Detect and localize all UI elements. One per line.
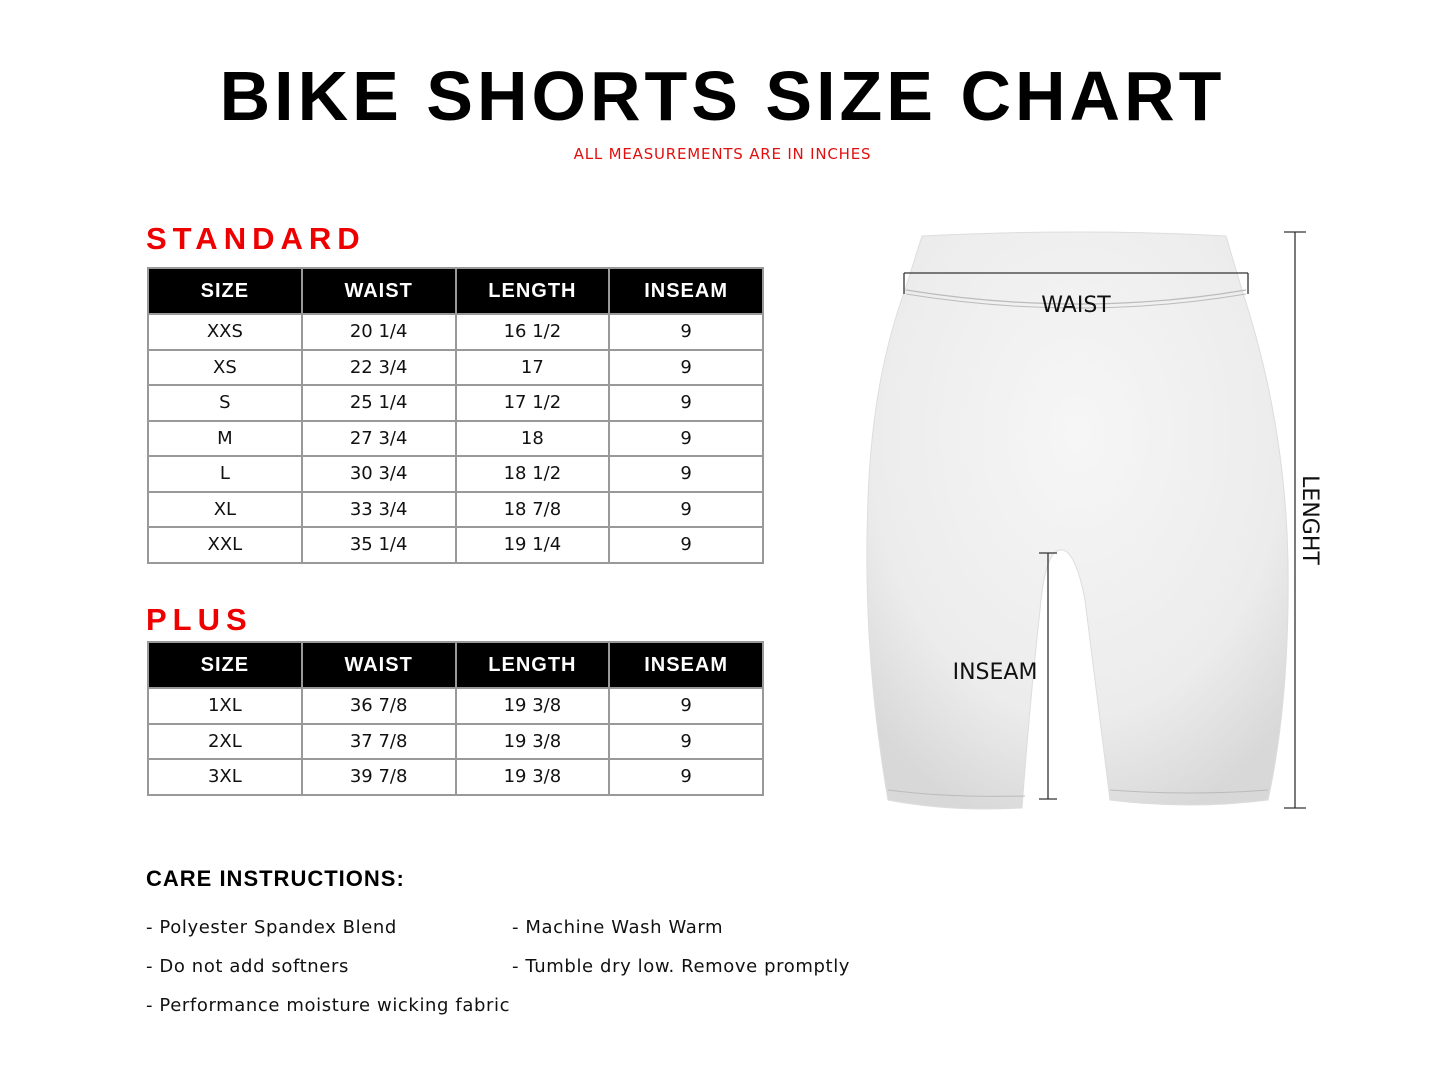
table-cell: L xyxy=(147,455,303,493)
table-row: 2XL 37 7/8 19 3/8 9 xyxy=(147,722,764,760)
length-label: LENGHT xyxy=(1297,475,1322,565)
table-cell: 39 7/8 xyxy=(300,758,457,796)
table-cell: 9 xyxy=(608,384,764,422)
table-cell: 36 7/8 xyxy=(300,687,457,725)
column-header: INSEAM xyxy=(608,267,764,315)
table-header-row: SIZE WAIST LENGTH INSEAM xyxy=(147,641,764,689)
standard-size-table: SIZE WAIST LENGTH INSEAM XXS 20 1/4 16 1/2 9 XS 2… xyxy=(147,267,764,564)
table-row: 3XL 39 7/8 19 3/8 9 xyxy=(147,758,764,796)
table-row: S 25 1/4 17 1/2 9 xyxy=(147,384,764,422)
shorts-illustration xyxy=(866,231,1289,810)
plus-size-table: SIZE WAIST LENGTH INSEAM 1XL 36 7/8 19 3/8 9 2XL… xyxy=(147,641,764,796)
table-cell: 33 3/4 xyxy=(300,490,457,528)
table-cell: 16 1/2 xyxy=(454,313,611,351)
table-cell: 20 1/4 xyxy=(300,313,457,351)
table-cell: 9 xyxy=(608,490,764,528)
hem-seam xyxy=(887,789,1269,797)
table-row: XXL 35 1/4 19 1/4 9 xyxy=(147,526,764,564)
care-item: - Machine Wash Warm xyxy=(512,917,724,938)
column-header: LENGTH xyxy=(454,641,611,689)
column-header: WAIST xyxy=(300,641,457,689)
table-cell: 3XL xyxy=(147,758,303,796)
table-cell: 18 1/2 xyxy=(454,455,611,493)
table-cell: 2XL xyxy=(147,722,303,760)
table-cell: M xyxy=(147,419,303,457)
table-cell: 9 xyxy=(608,419,764,457)
table-cell: XL xyxy=(147,490,303,528)
table-cell: 35 1/4 xyxy=(300,526,457,564)
column-header: SIZE xyxy=(147,267,303,315)
waistband-seam xyxy=(905,293,1247,309)
column-header: INSEAM xyxy=(608,641,764,689)
table-cell: 9 xyxy=(608,455,764,493)
page-title: BIKE SHORTS SIZE CHART xyxy=(219,57,1226,135)
table-cell: 19 3/8 xyxy=(454,687,611,725)
table-cell: 22 3/4 xyxy=(300,348,457,386)
table-cell: XS xyxy=(147,348,303,386)
table-row: 1XL 36 7/8 19 3/8 9 xyxy=(147,687,764,725)
table-header-row: SIZE WAIST LENGTH INSEAM xyxy=(147,267,764,315)
column-header: LENGTH xyxy=(454,267,611,315)
table-cell: 27 3/4 xyxy=(300,419,457,457)
table-cell: XXL xyxy=(147,526,303,564)
table-cell: 9 xyxy=(608,722,764,760)
plus-heading: PLUS xyxy=(146,602,253,637)
table-cell: 19 3/8 xyxy=(454,722,611,760)
care-item: - Performance moisture wicking fabric xyxy=(146,995,511,1016)
table-cell: 9 xyxy=(608,348,764,386)
care-item: - Do not add softners xyxy=(146,956,349,977)
care-heading: CARE INSTRUCTIONS: xyxy=(146,866,405,891)
waist-label: WAIST xyxy=(1041,293,1111,318)
care-item: - Tumble dry low. Remove promptly xyxy=(512,956,851,977)
table-cell: XXS xyxy=(147,313,303,351)
measure-lines xyxy=(903,231,1306,809)
table-cell: S xyxy=(147,384,303,422)
waistband-seam xyxy=(905,289,1247,305)
table-cell: 9 xyxy=(608,758,764,796)
table-row: L 30 3/4 18 1/2 9 xyxy=(147,455,764,493)
care-item: - Polyester Spandex Blend xyxy=(146,917,397,938)
table-cell: 19 1/4 xyxy=(454,526,611,564)
standard-heading: STANDARD xyxy=(146,221,366,256)
table-cell: 37 7/8 xyxy=(300,722,457,760)
table-cell: 19 3/8 xyxy=(454,758,611,796)
table-row: XXS 20 1/4 16 1/2 9 xyxy=(147,313,764,351)
table-row: XL 33 3/4 18 7/8 9 xyxy=(147,490,764,528)
table-cell: 18 xyxy=(454,419,611,457)
table-cell: 9 xyxy=(608,526,764,564)
table-cell: 1XL xyxy=(147,687,303,725)
table-cell: 9 xyxy=(608,313,764,351)
table-cell: 9 xyxy=(608,687,764,725)
table-cell: 25 1/4 xyxy=(300,384,457,422)
table-cell: 18 7/8 xyxy=(454,490,611,528)
table-row: XS 22 3/4 17 9 xyxy=(147,348,764,386)
table-row: M 27 3/4 18 9 xyxy=(147,419,764,457)
table-cell: 17 1/2 xyxy=(454,384,611,422)
column-header: SIZE xyxy=(147,641,303,689)
inseam-label: INSEAM xyxy=(953,660,1038,685)
column-header: WAIST xyxy=(300,267,457,315)
table-cell: 30 3/4 xyxy=(300,455,457,493)
page-subtitle: ALL MEASUREMENTS ARE IN INCHES xyxy=(573,145,872,163)
table-cell: 17 xyxy=(454,348,611,386)
